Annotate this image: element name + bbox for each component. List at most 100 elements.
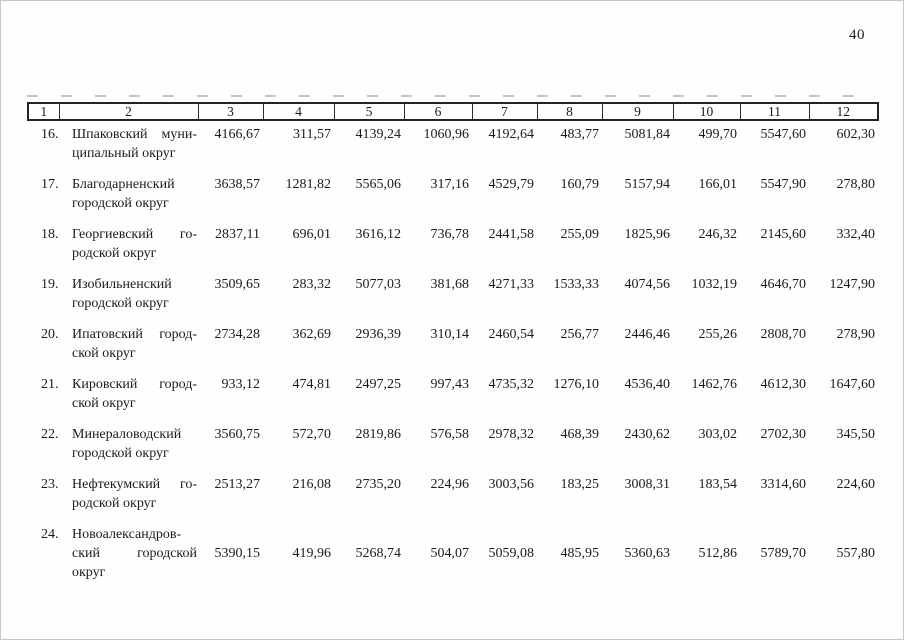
municipality-name-line: Изобильненский [72, 277, 172, 292]
table-row: 17. Благодарненский городской округ 3638,57… [28, 175, 878, 225]
row-number: 24. [41, 527, 59, 542]
row-number: 18. [41, 227, 59, 242]
value-cell: 2145,60 [760, 227, 807, 242]
municipality-name-line: Шпаковский муни- [72, 127, 197, 142]
value-cell: 5789,70 [760, 546, 807, 561]
municipality-name-line: ципальный округ [72, 146, 176, 161]
municipality-name-line: Георгиевский го- [72, 227, 197, 242]
value-cell: 3616,12 [355, 227, 402, 242]
value-cell: 1247,90 [829, 277, 876, 292]
value-cell: 2978,32 [488, 427, 535, 442]
value-cell: 2460,54 [488, 327, 535, 342]
scan-artifact-dashed-line [27, 95, 877, 97]
value-cell: 1462,76 [691, 377, 738, 392]
value-cell: 2837,11 [215, 227, 260, 242]
municipality-name-line: городской округ [72, 446, 169, 461]
value-cell: 381,68 [430, 277, 470, 292]
value-cell: 4529,79 [488, 177, 535, 192]
value-cell: 5059,08 [488, 546, 535, 561]
value-cell: 485,95 [560, 546, 600, 561]
value-cell: 2497,25 [355, 377, 402, 392]
municipality-name-line: Благодарненский [72, 177, 175, 192]
column-number-header: 8 [536, 102, 603, 121]
page-number: 40 [849, 27, 865, 43]
table-row: 21. Кировский город-ской округ 933,12 474,8… [28, 375, 878, 425]
value-cell: 4166,67 [214, 127, 261, 142]
value-cell: 255,09 [560, 227, 600, 242]
value-cell: 576,58 [430, 427, 470, 442]
table-row: 19. Изобильненский городской округ 3509,65 2… [28, 275, 878, 325]
value-cell: 5565,06 [355, 177, 402, 192]
municipality-name-line: Ипатовский город- [72, 327, 197, 342]
value-cell: 1533,33 [553, 277, 600, 292]
value-cell: 2702,30 [760, 427, 807, 442]
value-cell: 933,12 [221, 377, 261, 392]
value-cell: 3560,75 [214, 427, 261, 442]
value-cell: 2808,70 [760, 327, 807, 342]
value-cell: 1281,82 [285, 177, 332, 192]
value-cell: 468,39 [560, 427, 600, 442]
value-cell: 997,43 [430, 377, 470, 392]
value-cell: 332,40 [836, 227, 876, 242]
value-cell: 5547,90 [760, 177, 807, 192]
value-cell: 303,02 [698, 427, 738, 442]
row-number: 16. [41, 127, 59, 142]
municipality-name-line: городской округ [72, 296, 169, 311]
table-row: 18. Георгиевский го-родской округ 2837,11 6… [28, 225, 878, 275]
municipality-name: Георгиевский го-родской округ [59, 225, 198, 275]
value-cell: 311,57 [293, 127, 331, 142]
municipality-name-line: Новоалександров- [72, 527, 182, 542]
value-cell: 216,08 [292, 477, 332, 492]
value-cell: 483,77 [560, 127, 600, 142]
row-number: 23. [41, 477, 59, 492]
municipality-name-line: городской округ [72, 196, 169, 211]
table-body: 16. Шпаковский муни-ципальный округ 4166,6… [28, 120, 878, 594]
value-cell: 1276,10 [553, 377, 600, 392]
column-number-header: 9 [601, 102, 674, 121]
value-cell: 504,07 [430, 546, 470, 561]
value-cell: 5360,63 [624, 546, 671, 561]
table-row: 24. Новоалександров-ский городской округ 53… [28, 525, 878, 594]
value-cell: 3509,65 [214, 277, 261, 292]
value-cell: 5081,84 [624, 127, 671, 142]
value-cell: 602,30 [836, 127, 876, 142]
municipality-name: Новоалександров-ский городской округ [59, 525, 198, 594]
value-cell: 572,70 [292, 427, 332, 442]
municipality-name-line: Минераловодский [72, 427, 182, 442]
value-cell: 183,25 [560, 477, 600, 492]
value-cell: 3008,31 [624, 477, 671, 492]
value-cell: 1032,19 [691, 277, 738, 292]
value-cell: 317,16 [430, 177, 470, 192]
municipality-name: Благодарненский городской округ [59, 175, 198, 225]
municipality-name: Ипатовский город-ской округ [59, 325, 198, 375]
column-number-header: 7 [471, 102, 538, 121]
value-cell: 4646,70 [760, 277, 807, 292]
municipality-name: Минераловодский городской округ [59, 425, 198, 475]
municipality-name-line: Кировский город- [72, 377, 197, 392]
value-cell: 5268,74 [355, 546, 402, 561]
value-cell: 256,77 [560, 327, 600, 342]
value-cell: 3314,60 [760, 477, 807, 492]
value-cell: 4735,32 [488, 377, 535, 392]
value-cell: 5157,94 [624, 177, 671, 192]
value-cell: 345,50 [836, 427, 876, 442]
value-cell: 4192,64 [488, 127, 535, 142]
table-row: 22. Минераловодский городской округ 3560,75… [28, 425, 878, 475]
value-cell: 736,78 [430, 227, 470, 242]
municipality-name: Нефтекумский го-родской округ [59, 475, 198, 525]
value-cell: 3003,56 [488, 477, 535, 492]
value-cell: 246,32 [698, 227, 738, 242]
column-number-header: 10 [672, 102, 741, 121]
value-cell: 1647,60 [829, 377, 876, 392]
value-cell: 255,26 [698, 327, 738, 342]
table-header-row: 1 2 3 4 5 6 7 8 9 10 11 12 [27, 102, 879, 121]
column-number-header: 3 [197, 102, 264, 121]
value-cell: 160,79 [560, 177, 600, 192]
value-cell: 224,60 [836, 477, 876, 492]
municipality-name-line: Нефтекумский го- [72, 477, 197, 492]
data-table: 1 2 3 4 5 6 7 8 9 10 11 12 16. Шпаковский муни-ципал… [27, 102, 879, 594]
value-cell: 283,32 [292, 277, 332, 292]
value-cell: 5077,03 [355, 277, 402, 292]
value-cell: 5547,60 [760, 127, 807, 142]
